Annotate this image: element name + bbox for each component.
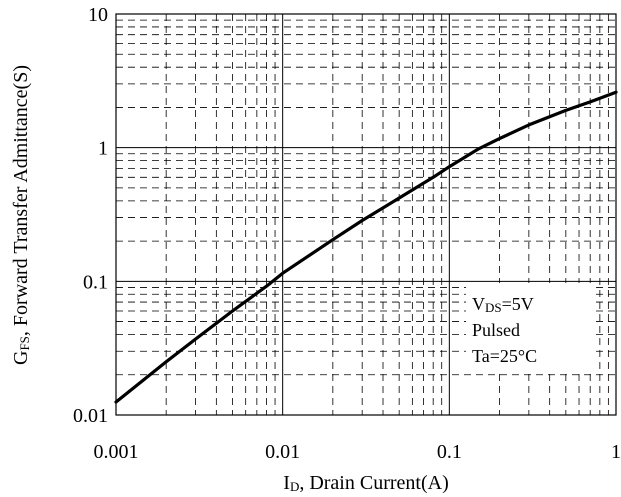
annotations: VDS=5V Pulsed Ta=25°C xyxy=(472,294,537,366)
tick-labels: 0.001 0.01 0.1 1 0.01 0.1 1 10 xyxy=(73,4,621,463)
annotation-text: VDS=5V xyxy=(472,294,534,315)
x-tick-label: 0.01 xyxy=(265,441,300,463)
y-tick-label: 0.01 xyxy=(73,405,108,427)
series-layer xyxy=(114,90,618,404)
y-tick-label: 1 xyxy=(98,138,108,160)
series-line xyxy=(114,90,618,404)
axis-labels: ID, Drain Current(A) GFS, Forward Transfe… xyxy=(10,65,449,494)
grid-minor xyxy=(116,14,616,415)
y-axis-label: GFS, Forward Transfer Admittance(S) xyxy=(10,65,32,365)
annotation-text: Ta=25°C xyxy=(472,346,537,366)
x-tick-label: 0.001 xyxy=(94,441,139,463)
y-tick-label: 10 xyxy=(88,4,108,26)
y-tick-label: 0.1 xyxy=(83,271,108,293)
x-axis-label: ID, Drain Current(A) xyxy=(283,472,448,494)
legend-box xyxy=(466,283,594,373)
grid-major xyxy=(116,14,616,415)
x-tick-label: 0.1 xyxy=(437,441,462,463)
x-tick-label: 1 xyxy=(611,441,621,463)
plot-frame xyxy=(115,13,617,416)
annotation-text: Pulsed xyxy=(472,320,520,340)
